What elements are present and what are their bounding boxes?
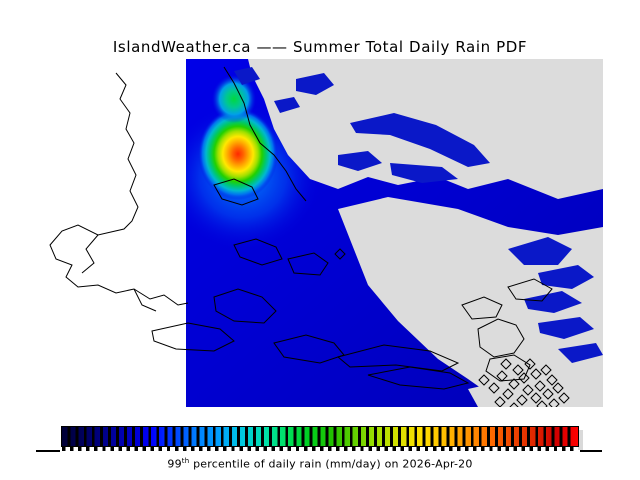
rainfall-heatmap[interactable]	[38, 59, 603, 407]
caption-text: percentile of daily rain (mm/day) on 202…	[189, 457, 473, 471]
colorbar-caption: 99th percentile of daily rain (mm/day) o…	[0, 457, 640, 471]
caption-ordinal: th	[181, 457, 190, 465]
colorbar-axis-left-end	[36, 450, 60, 452]
page-title: IslandWeather.ca —— Summer Total Daily R…	[112, 38, 528, 56]
mainland-backdrop	[38, 59, 186, 407]
station-markers[interactable]	[334, 248, 570, 407]
colorbar[interactable]	[62, 427, 578, 446]
colorbar-axis-right-end	[580, 450, 602, 452]
colorbar-tick-marks	[62, 446, 578, 451]
colorbar-shadow	[578, 430, 583, 450]
water-inlets	[234, 67, 603, 363]
colorbar-gradient	[62, 427, 578, 446]
coastline-outlines	[49, 66, 553, 390]
map-panel[interactable]	[38, 59, 603, 407]
caption-value: 99	[167, 457, 182, 471]
